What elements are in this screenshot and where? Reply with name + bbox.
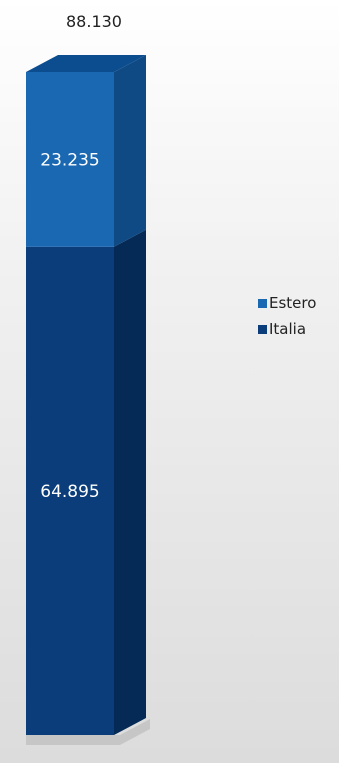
legend-swatch-estero bbox=[258, 298, 267, 308]
bar-base-shadow bbox=[26, 719, 150, 745]
legend-item-italia: Italia bbox=[258, 316, 338, 342]
bar-segment-estero-side bbox=[114, 55, 146, 247]
bar-segment-italia bbox=[26, 246, 114, 735]
bar-top-face bbox=[26, 55, 146, 72]
legend-label-estero: Estero bbox=[269, 294, 317, 312]
bar-segment-estero bbox=[26, 72, 114, 247]
legend-item-estero: Estero bbox=[258, 290, 338, 316]
legend-label-italia: Italia bbox=[269, 320, 307, 338]
bar-segment-italia-side bbox=[114, 229, 146, 735]
data-label-italia: 64.895 bbox=[40, 482, 99, 502]
legend: Estero Italia bbox=[258, 290, 338, 342]
data-label-estero: 23.235 bbox=[40, 150, 99, 170]
data-label-total: 88.130 bbox=[66, 12, 122, 31]
legend-swatch-italia bbox=[258, 324, 267, 334]
